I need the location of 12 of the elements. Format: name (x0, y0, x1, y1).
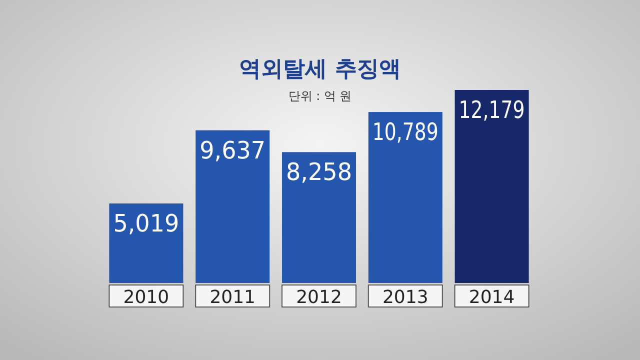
data-label: 8,258 (286, 158, 355, 186)
x-tick-label: 2013 (382, 287, 428, 308)
chart-subtitle: 단위 : 억 원 (288, 89, 352, 103)
data-label: 9,637 (200, 136, 268, 164)
data-label: 5,019 (113, 209, 182, 238)
x-tick-label: 2010 (123, 287, 170, 308)
data-label: 12,179 (458, 96, 543, 124)
x-tick-label: 2011 (210, 287, 256, 308)
x-tick-label: 2014 (468, 287, 515, 308)
x-tick-label: 2012 (296, 287, 342, 308)
chart-title: 역외탈세 추징액 (239, 57, 401, 82)
data-label: 10,789 (372, 118, 456, 146)
